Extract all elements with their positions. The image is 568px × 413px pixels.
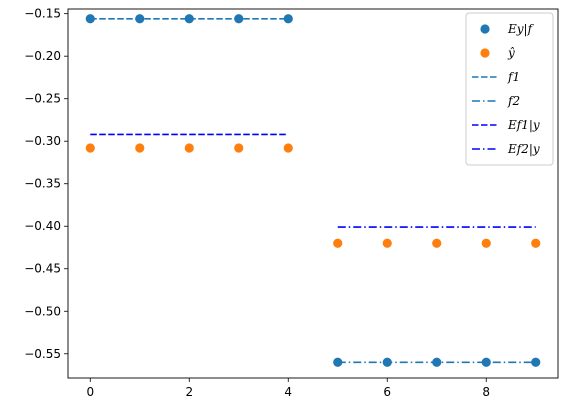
legend-label-5: Ef2|y xyxy=(507,142,540,156)
data-point-0-1 xyxy=(135,14,145,24)
data-point-1-7 xyxy=(432,238,442,248)
x-tick-label: 2 xyxy=(185,385,193,399)
data-point-1-8 xyxy=(481,238,491,248)
y-tick-label: −0.55 xyxy=(24,347,61,361)
y-tick-label: −0.40 xyxy=(24,219,61,233)
data-point-1-4 xyxy=(283,143,293,153)
legend-label-3: f2 xyxy=(507,94,520,108)
data-point-0-7 xyxy=(432,357,442,367)
legend-marker-1 xyxy=(480,48,490,58)
data-point-1-1 xyxy=(135,143,145,153)
data-point-1-9 xyxy=(531,238,541,248)
data-point-0-6 xyxy=(382,357,392,367)
data-point-0-9 xyxy=(531,357,541,367)
data-point-1-5 xyxy=(333,238,343,248)
y-tick-label: −0.50 xyxy=(24,304,61,318)
data-point-0-4 xyxy=(283,14,293,24)
legend-label-1: ŷ xyxy=(507,46,515,60)
plot-area xyxy=(85,14,541,367)
legend: Ey|f ŷ f1 f2 Ef1|y Ef2|y xyxy=(465,12,554,166)
x-tick-label: 0 xyxy=(86,385,94,399)
legend-marker-0 xyxy=(480,24,490,34)
data-point-0-2 xyxy=(184,14,194,24)
data-point-0-3 xyxy=(234,14,244,24)
data-point-1-6 xyxy=(382,238,392,248)
y-tick-label: −0.35 xyxy=(24,177,61,191)
legend-label-2: f1 xyxy=(507,70,520,84)
y-tick-label: −0.45 xyxy=(24,262,61,276)
data-point-0-0 xyxy=(85,14,95,24)
x-tick-label: 8 xyxy=(482,385,490,399)
data-point-1-2 xyxy=(184,143,194,153)
y-tick-label: −0.20 xyxy=(24,49,61,63)
legend-label-0: Ey|f xyxy=(507,22,535,36)
x-tick-label: 4 xyxy=(284,385,292,399)
y-tick-label: −0.25 xyxy=(24,92,61,106)
axes-frame xyxy=(67,8,559,379)
axes: 0 2 4 6 8 −0.15 −0.20 −0.25 −0.30 −0.35 −0.40 −0.45… xyxy=(24,7,559,399)
data-point-1-0 xyxy=(85,143,95,153)
y-tick-label: −0.15 xyxy=(24,7,61,21)
x-tick-label: 6 xyxy=(383,385,391,399)
data-point-1-3 xyxy=(234,143,244,153)
y-tick-label: −0.30 xyxy=(24,134,61,148)
legend-label-4: Ef1|y xyxy=(507,118,540,132)
data-point-0-5 xyxy=(333,357,343,367)
data-point-0-8 xyxy=(481,357,491,367)
